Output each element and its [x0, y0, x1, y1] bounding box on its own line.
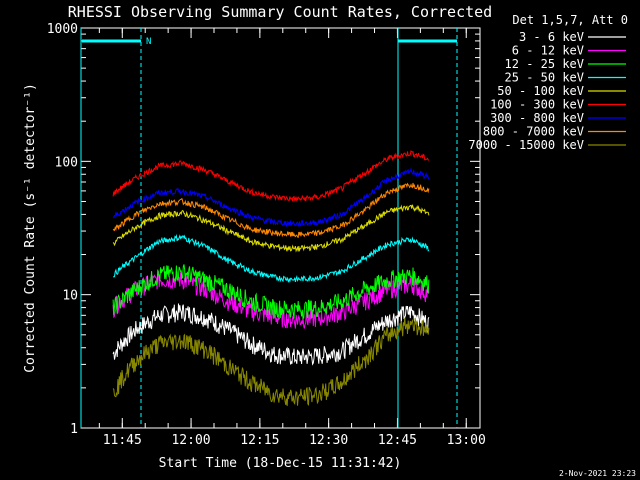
x-tick-label: 12:15: [240, 433, 279, 448]
legend-label-4: 50 - 100 keV: [497, 84, 584, 98]
y-tick-label: 100: [55, 155, 78, 170]
series-line-0: [112, 303, 430, 366]
y-tick-label: 1: [70, 422, 78, 437]
x-tick-label: 11:45: [103, 433, 142, 448]
y-tick-label: 10: [62, 289, 78, 304]
flag-label: N: [146, 37, 151, 47]
legend-label-5: 100 - 300 keV: [490, 98, 584, 112]
series-line-1: [112, 271, 430, 329]
legend-label-0: 3 - 6 keV: [519, 30, 584, 44]
legend-label-8: 7000 - 15000 keV: [468, 138, 584, 152]
x-axis-label: Start Time (18-Dec-15 11:31:42): [159, 456, 402, 471]
x-tick-label: 12:00: [171, 433, 210, 448]
series-line-3: [112, 233, 430, 284]
series-line-6: [112, 167, 430, 228]
legend-label-1: 6 - 12 keV: [512, 44, 584, 58]
y-tick-label: 1000: [47, 22, 78, 37]
legend-label-7: 800 - 7000 keV: [483, 125, 584, 139]
series-line-7: [112, 182, 430, 239]
y-axis-label: Corrected Count Rate (s⁻¹ detector⁻¹): [23, 83, 38, 373]
legend-label-6: 300 - 800 keV: [490, 111, 584, 125]
legend-label-3: 25 - 50 keV: [505, 71, 584, 85]
x-tick-label: 12:45: [378, 433, 417, 448]
x-tick-label: 13:00: [447, 433, 486, 448]
legend-title: Det 1,5,7, Att 0: [512, 13, 628, 27]
series-line-8: [112, 317, 430, 407]
series-line-2: [112, 264, 430, 320]
legend-label-2: 12 - 25 keV: [505, 57, 584, 71]
chart-title: RHESSI Observing Summary Count Rates, Co…: [68, 3, 492, 21]
series-line-5: [112, 150, 430, 202]
series-line-4: [112, 204, 430, 253]
timestamp: 2-Nov-2021 23:23: [559, 469, 636, 478]
x-tick-label: 12:30: [309, 433, 348, 448]
